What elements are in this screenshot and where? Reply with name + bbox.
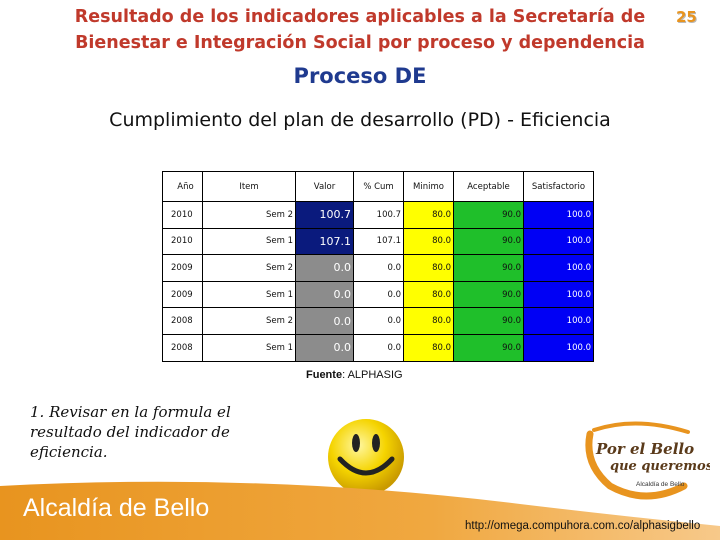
table-header-row: Año Item Valor % Cum Minimo Aceptable Sa… — [162, 171, 595, 202]
cell-satisfactorio: 100.0 — [523, 227, 595, 256]
cell-cum: 0.0 — [353, 333, 405, 362]
cell-item: Sem 1 — [201, 227, 297, 256]
cell-minimo: 80.0 — [403, 307, 455, 335]
cell-item: Sem 1 — [201, 333, 297, 362]
cell-aceptable: 90.0 — [453, 307, 525, 335]
cell-satisfactorio: 100.0 — [523, 280, 595, 309]
cell-aceptable: 90.0 — [453, 227, 525, 256]
cell-cum: 0.0 — [353, 307, 405, 335]
page-number: 25 — [676, 8, 697, 26]
cell-cum: 0.0 — [353, 280, 405, 309]
cell-anio: 2009 — [162, 254, 203, 282]
cell-cum: 100.7 — [353, 201, 405, 229]
footer-url: http://omega.compuhora.com.co/alphasigbe… — [465, 520, 701, 532]
cell-aceptable: 90.0 — [453, 333, 525, 362]
cell-aceptable: 90.0 — [453, 201, 525, 229]
source-value: : ALPHASIG — [342, 369, 403, 381]
col-cum: % Cum — [353, 171, 405, 202]
table-row: 2008 Sem 1 0.0 0.0 80.0 90.0 100.0 — [162, 333, 595, 362]
section-title: Cumplimiento del plan de desarrollo (PD)… — [109, 109, 611, 131]
cell-item: Sem 2 — [201, 254, 297, 282]
smiley-face-icon — [328, 419, 404, 495]
source-note: Fuente: ALPHASIG — [306, 369, 403, 381]
cell-minimo: 80.0 — [403, 201, 455, 229]
cell-aceptable: 90.0 — [453, 254, 525, 282]
cell-item: Sem 1 — [201, 280, 297, 309]
cell-item: Sem 2 — [201, 307, 297, 335]
cell-valor: 0.0 — [295, 254, 355, 282]
cell-satisfactorio: 100.0 — [523, 254, 595, 282]
cell-anio: 2008 — [162, 333, 203, 362]
table-row: 2010 Sem 1 107.1 107.1 80.0 90.0 100.0 — [162, 227, 595, 256]
col-item: Item — [201, 171, 297, 202]
table-row: 2009 Sem 2 0.0 0.0 80.0 90.0 100.0 — [162, 254, 595, 282]
cell-valor: 0.0 — [295, 280, 355, 309]
title-line-1: Resultado de los indicadores aplicables … — [74, 7, 646, 27]
table-row: 2008 Sem 2 0.0 0.0 80.0 90.0 100.0 — [162, 307, 595, 335]
col-satisfactorio: Satisfactorio — [523, 171, 595, 202]
cell-cum: 0.0 — [353, 254, 405, 282]
source-label: Fuente — [306, 369, 343, 381]
col-anio: Año — [162, 171, 203, 202]
footer-band — [0, 481, 720, 540]
cell-satisfactorio: 100.0 — [523, 201, 595, 229]
cell-minimo: 80.0 — [403, 280, 455, 309]
title-line-2: Bienestar e Integración Social por proce… — [75, 33, 645, 53]
logo-line-1: Por el Bello — [595, 440, 694, 458]
col-valor: Valor — [295, 171, 355, 202]
cell-satisfactorio: 100.0 — [523, 333, 595, 362]
footer-brand: Alcaldía de Bello — [23, 494, 210, 522]
cell-item: Sem 2 — [201, 201, 297, 229]
cell-cum: 107.1 — [353, 227, 405, 256]
cell-minimo: 80.0 — [403, 333, 455, 362]
cell-valor: 100.7 — [295, 201, 355, 229]
logo-line-2: que queremos — [610, 459, 710, 474]
col-aceptable: Aceptable — [453, 171, 525, 202]
cell-valor: 0.0 — [295, 333, 355, 362]
cell-anio: 2009 — [162, 280, 203, 309]
col-minimo: Minimo — [403, 171, 455, 202]
cell-anio: 2010 — [162, 227, 203, 256]
cell-minimo: 80.0 — [403, 254, 455, 282]
cell-anio: 2010 — [162, 201, 203, 229]
cell-valor: 107.1 — [295, 227, 355, 256]
cell-satisfactorio: 100.0 — [523, 307, 595, 335]
table-row: 2010 Sem 2 100.7 100.7 80.0 90.0 100.0 — [162, 201, 595, 229]
logo-swoosh-icon: Por el Bello que queremos Alcaldía de Be… — [585, 421, 714, 500]
por-el-bello-logo: Por el Bello que queremos Alcaldía de Be… — [576, 414, 714, 500]
cell-valor: 0.0 — [295, 307, 355, 335]
indicator-table: Año Item Valor % Cum Minimo Aceptable Sa… — [162, 171, 595, 362]
slide-title: Resultado de los indicadores aplicables … — [40, 4, 680, 56]
process-title: Proceso DE — [293, 64, 427, 88]
cell-minimo: 80.0 — [403, 227, 455, 256]
cell-anio: 2008 — [162, 307, 203, 335]
review-note: 1. Revisar en la formula el resultado de… — [30, 403, 231, 461]
cell-aceptable: 90.0 — [453, 280, 525, 309]
logo-line-3: Alcaldía de Bello — [636, 481, 685, 488]
table-row: 2009 Sem 1 0.0 0.0 80.0 90.0 100.0 — [162, 280, 595, 309]
